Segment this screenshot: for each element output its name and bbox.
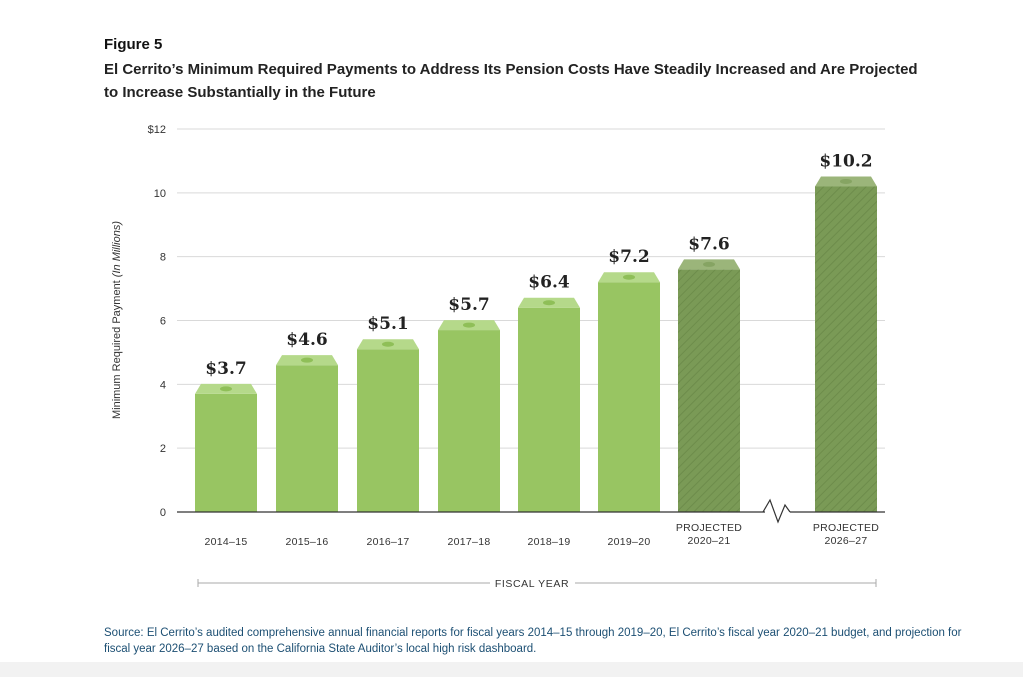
bar	[438, 330, 500, 512]
x-axis-label: FISCAL YEAR	[495, 578, 569, 590]
bar-cap-coin	[301, 357, 313, 363]
bar-cap-coin	[463, 322, 475, 328]
data-label: $7.2	[608, 247, 649, 267]
x-tick-label: PROJECTED	[676, 522, 742, 534]
data-label: $7.6	[688, 234, 729, 254]
data-label: $6.4	[528, 273, 570, 293]
x-tick-label: PROJECTED	[813, 522, 879, 534]
x-tick-label: 2018–19	[528, 536, 571, 548]
x-tick-label: 2019–20	[608, 536, 651, 548]
x-tick-label: 2026–27	[825, 535, 868, 547]
bar	[518, 307, 580, 512]
bar-cap-coin	[703, 261, 715, 267]
bar	[598, 282, 660, 512]
bar-cap-coin	[543, 300, 555, 306]
data-label: $5.7	[448, 295, 489, 315]
data-label: $3.7	[205, 359, 246, 379]
figure-label: Figure 5	[104, 36, 163, 53]
bar-cap-coin	[623, 274, 635, 280]
x-tick-label: 2020–21	[688, 535, 731, 547]
bar	[276, 365, 338, 512]
y-tick-label: $12	[148, 124, 166, 136]
bar	[678, 269, 740, 512]
x-tick-label: 2017–18	[448, 536, 491, 548]
y-tick-label: 6	[160, 316, 166, 328]
y-axis-label: Minimum Required Payment (In Millions)	[111, 221, 123, 419]
footer-bar	[0, 662, 1023, 677]
y-tick-label: 0	[160, 507, 166, 519]
bar-cap-coin	[840, 178, 852, 184]
y-tick-label: 2	[160, 443, 166, 455]
axis-break-icon	[762, 498, 791, 524]
bar-cap-coin	[382, 341, 394, 347]
data-label: $4.6	[286, 330, 327, 350]
bar	[195, 393, 257, 512]
y-tick-label: 4	[160, 379, 166, 391]
x-tick-label: 2016–17	[367, 536, 410, 548]
y-tick-label: 8	[160, 252, 166, 264]
x-tick-label: 2015–16	[286, 536, 329, 548]
bar	[815, 186, 877, 512]
data-label: $5.1	[367, 314, 408, 334]
bar	[357, 349, 419, 512]
bar-cap-coin	[220, 386, 232, 392]
x-tick-label: 2014–15	[205, 536, 248, 548]
chart-title: El Cerrito’s Minimum Required Payments t…	[104, 61, 918, 101]
source-note: Source: El Cerrito’s audited comprehensi…	[104, 627, 962, 655]
y-tick-label: 10	[154, 188, 166, 200]
data-label: $10.2	[819, 151, 872, 171]
